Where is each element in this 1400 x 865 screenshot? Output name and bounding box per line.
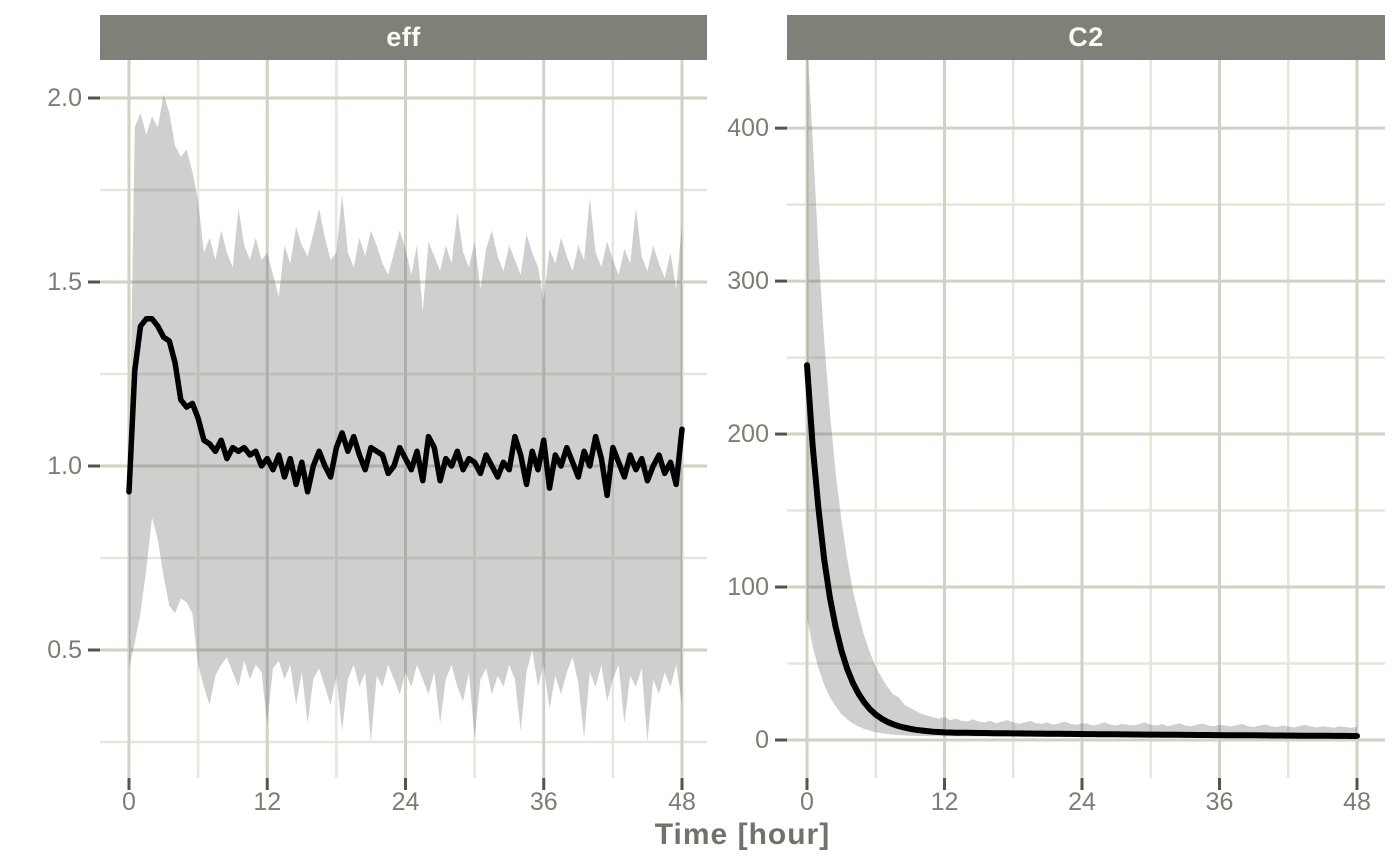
y-tick-label: 1.5: [47, 268, 82, 296]
y-tick-label: 100: [727, 573, 769, 602]
y-tick-label: 0: [755, 726, 769, 754]
facet-strip-label-c2: C2: [1068, 22, 1104, 52]
y-tick-label: 400: [727, 114, 769, 143]
x-tick-label: 48: [1343, 788, 1371, 816]
x-tick-label: 36: [529, 788, 558, 816]
c2-panel-plot-area: [775, 60, 1385, 790]
x-tick-label: 24: [391, 788, 420, 816]
x-tick-label: 0: [122, 788, 136, 816]
x-tick-label: 36: [1205, 788, 1234, 816]
x-tick-label: 48: [668, 788, 696, 816]
y-tick-label: 200: [727, 420, 769, 449]
y-tick-label: 300: [727, 267, 769, 296]
x-tick-label: 24: [1068, 788, 1096, 816]
x-tick-label: 0: [800, 788, 814, 816]
y-tick-label: 1.0: [47, 452, 82, 480]
x-tick-label: 12: [930, 788, 959, 816]
facet-strip-eff: eff: [100, 15, 707, 60]
x-tick-label: 12: [253, 788, 282, 816]
facet-strip-c2: C2: [787, 15, 1385, 60]
eff-panel-plot-area: [88, 60, 707, 790]
x-axis-title: Time [hour]: [654, 818, 831, 851]
facet-strip-label-eff: eff: [386, 22, 421, 52]
y-tick-label: 0.5: [47, 636, 82, 664]
y-tick-label: 2.0: [47, 84, 82, 112]
